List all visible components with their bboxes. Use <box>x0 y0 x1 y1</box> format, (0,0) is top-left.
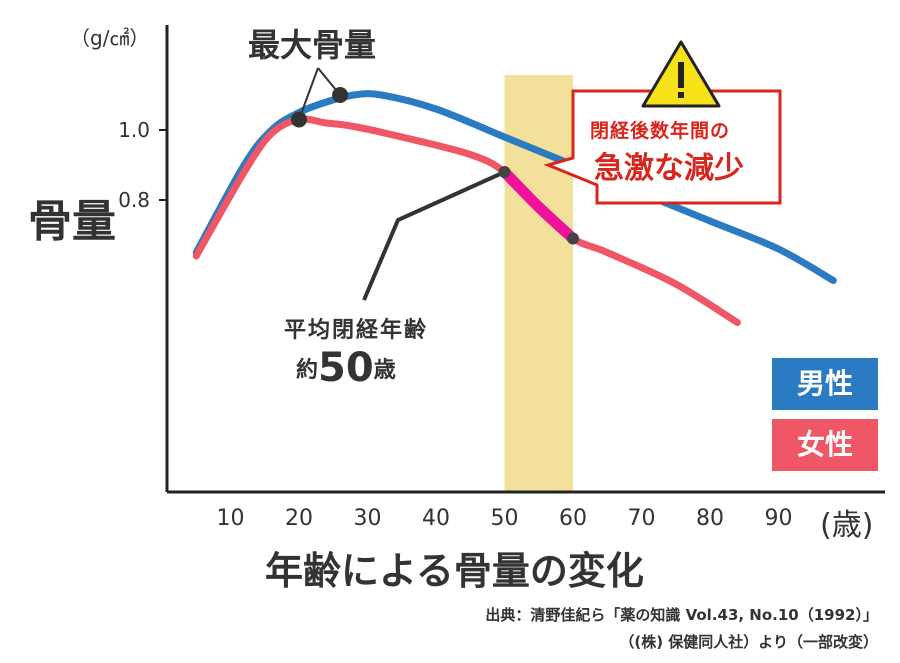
legend-male: 男性 <box>772 358 878 410</box>
peak-bone-mass-label: 最大骨量 <box>248 26 377 64</box>
warning-callout-box <box>543 89 782 205</box>
x-tick-label: 10 <box>216 506 245 531</box>
x-tick-label: 20 <box>285 506 313 531</box>
female-peak-marker <box>291 111 307 128</box>
menopause-suffix: 歳 <box>373 358 396 383</box>
x-tick-label: 60 <box>559 506 587 531</box>
warning-exclamation-bar <box>678 62 684 88</box>
x-tick-label: 40 <box>422 506 450 531</box>
highlight-start-marker <box>498 166 511 178</box>
highlight-end-marker <box>567 232 579 245</box>
x-tick-label: 30 <box>353 506 382 531</box>
y-tick-label: 0.8 <box>118 188 150 212</box>
source-line-2: （(株) 保健同人社）より（一部改変） <box>619 633 878 651</box>
y-axis-unit: （g/㎠） <box>70 26 150 50</box>
menopause-prefix: 約 <box>296 358 319 383</box>
menopause-number: 50 <box>318 345 374 391</box>
warning-text-line1: 閉経後数年間の <box>590 120 731 142</box>
legend-female: 女性 <box>772 419 878 471</box>
warning-icon <box>641 40 721 108</box>
y-axis-label: 骨量 <box>28 196 116 247</box>
menopause-leader-line <box>362 170 506 301</box>
warning-exclamation-dot <box>678 92 684 98</box>
menopause-age-value: 約50歳 <box>296 345 396 391</box>
y-tick-label: 1.0 <box>118 118 150 142</box>
x-tick-label: 70 <box>627 506 656 531</box>
x-axis-unit: (歳) <box>820 508 874 543</box>
peak-leader-line <box>298 67 319 120</box>
menopause-decline-highlight <box>499 166 579 244</box>
chart-title: 年齢による骨量の変化 <box>265 549 644 593</box>
x-tick-label: 90 <box>764 506 793 531</box>
x-tick-label: 80 <box>696 506 724 531</box>
menopause-age-label: 平均閉経年齢 <box>284 318 429 343</box>
x-tick-label: 50 <box>490 506 519 531</box>
male-peak-marker <box>332 87 349 103</box>
source-line-1: 出典：清野佳紀ら「薬の知識 Vol.43, No.10（1992）」 <box>485 606 878 624</box>
female-series-line <box>192 115 741 326</box>
warning-text-line2: 急激な減少 <box>594 151 744 186</box>
